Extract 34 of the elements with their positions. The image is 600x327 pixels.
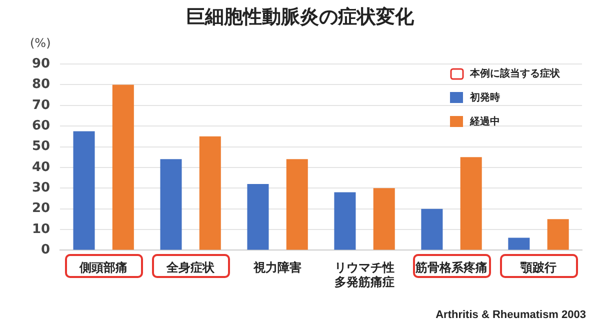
bar <box>547 219 569 250</box>
x-tick-label: リウマチ性多発筋痛症 <box>334 260 395 289</box>
x-tick-label: 視力障害 <box>252 260 302 275</box>
y-tick-label: 10 <box>32 222 50 237</box>
bar <box>421 208 443 250</box>
bar <box>373 188 395 250</box>
x-tick-label: 全身症状 <box>166 260 216 275</box>
y-tick-label: 30 <box>32 180 50 196</box>
bar <box>160 159 182 250</box>
legend-label: 初発時 <box>469 92 500 104</box>
bar <box>247 184 269 250</box>
y-tick-label: 80 <box>32 77 50 92</box>
x-tick-label: 側頭部痛 <box>78 260 128 275</box>
y-tick-label: 70 <box>32 98 50 113</box>
bar <box>460 157 482 250</box>
legend-label: 経過中 <box>469 116 500 128</box>
x-tick-label: 顎跛行 <box>520 260 557 275</box>
y-tick-label: 20 <box>32 201 50 216</box>
bar <box>73 131 95 250</box>
y-tick-label: 60 <box>32 118 50 134</box>
bar <box>334 192 356 250</box>
legend-label: 本例に該当する症状 <box>469 68 561 80</box>
x-tick-label: 筋骨格系疼痛 <box>414 260 488 275</box>
y-axis-title: (%) <box>30 36 51 50</box>
text: Arthritis & Rheumatism 2003 <box>436 309 586 321</box>
y-tick-label: 0 <box>41 242 50 258</box>
y-tick-label: 40 <box>32 160 50 175</box>
bar <box>286 159 308 250</box>
bar <box>508 238 530 250</box>
bar <box>112 84 134 250</box>
y-tick-label: 90 <box>32 56 50 72</box>
bar <box>199 136 221 250</box>
y-tick-label: 50 <box>32 139 50 154</box>
chart-title: 巨細胞性動脈炎の症状変化 <box>185 5 415 30</box>
